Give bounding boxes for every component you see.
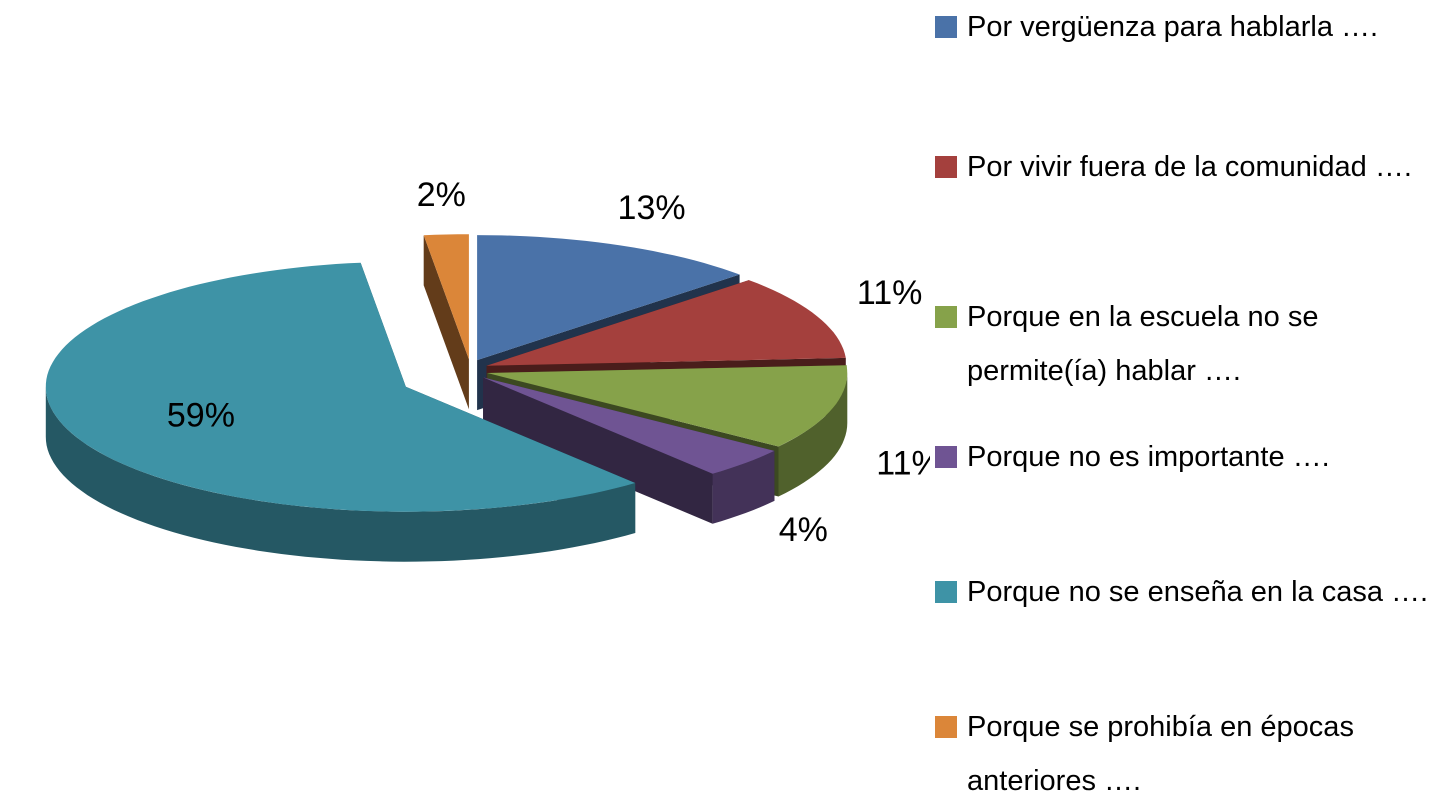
legend-label: Porque no es importante …. (967, 441, 1330, 473)
data-label: 11% (876, 445, 930, 483)
slice (486, 280, 846, 366)
legend-swatch (935, 306, 957, 328)
slice-side (778, 373, 848, 497)
legend: Por vergüenza para hablarla …. Por vivir … (935, 0, 1450, 812)
legend-item: Porque no se enseña en la casa …. (935, 565, 1450, 619)
slices (45, 234, 848, 562)
slice-wall (423, 235, 469, 410)
data-label: 11% (857, 274, 923, 312)
legend-item: Porque no es importante …. (935, 430, 1450, 484)
legend-swatch (935, 581, 957, 603)
slice-wall (483, 377, 713, 524)
slice (423, 234, 469, 360)
slice-side (712, 450, 775, 524)
legend-label: Porque en la escuela no se permite(ía) h… (967, 301, 1319, 387)
data-label: 2% (417, 176, 466, 214)
data-label: 13% (618, 189, 686, 227)
legend-swatch (935, 156, 957, 178)
slice (487, 365, 848, 447)
data-label: 4% (779, 511, 828, 549)
slice (477, 235, 740, 361)
legend-label: Por vergüenza para hablarla …. (967, 11, 1379, 43)
data-label: 59% (167, 396, 235, 434)
slice-side (45, 386, 636, 562)
pie-area: 13% 11% 11% 4% 59% 2% (45, 176, 930, 562)
legend-swatch (935, 716, 957, 738)
legend-item: Por vivir fuera de la comunidad …. (935, 140, 1450, 194)
legend-item: Porque se prohibía en épocas anteriores … (935, 700, 1450, 808)
legend-item: Por vergüenza para hablarla …. (935, 0, 1450, 54)
legend-item: Porque en la escuela no se permite(ía) h… (935, 290, 1450, 398)
slice (483, 377, 775, 474)
legend-swatch (935, 446, 957, 468)
legend-swatch (935, 16, 957, 38)
legend-label: Porque se prohibía en épocas anteriores … (967, 711, 1354, 797)
legend-label: Por vivir fuera de la comunidad …. (967, 151, 1412, 183)
slice (45, 262, 636, 512)
legend-label: Porque no se enseña en la casa …. (967, 576, 1429, 608)
